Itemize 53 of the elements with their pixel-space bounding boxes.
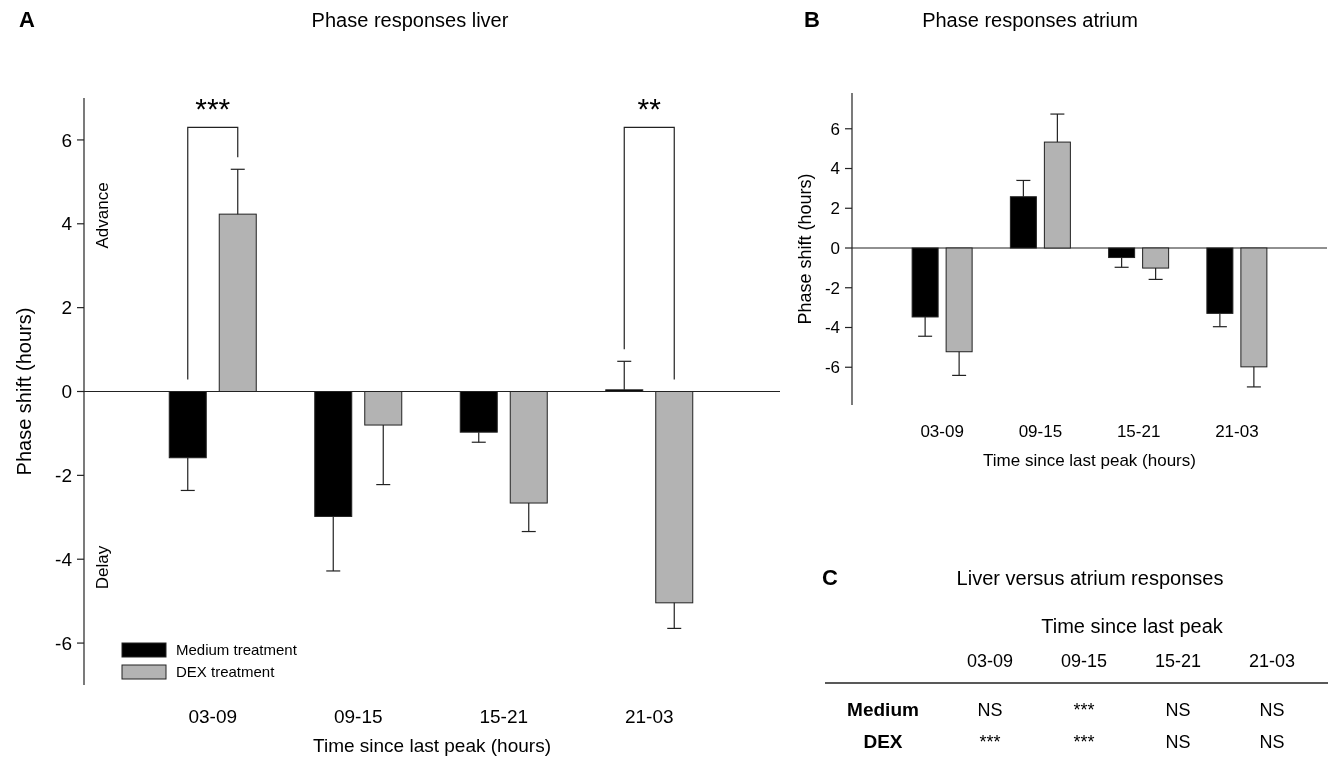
y-tick-label: -6 — [824, 358, 840, 378]
category-label: DEX — [863, 731, 903, 752]
annotation: *** — [195, 92, 231, 126]
x-tick-label: 03-09 — [920, 422, 964, 441]
y-tick-label: -2 — [55, 465, 72, 487]
annotation: Delay — [93, 545, 112, 590]
text: *** — [1073, 732, 1095, 752]
chart-title: Phase responses liver — [311, 9, 509, 31]
y-axis-title: Phase shift (hours) — [795, 173, 816, 325]
text: NS — [1165, 732, 1191, 752]
annotation: ** — [637, 92, 662, 126]
text: NS — [1259, 700, 1285, 720]
y-tick-label: 4 — [830, 159, 840, 179]
x-tick-label: 15-21 — [479, 706, 529, 727]
y-tick-label: 6 — [61, 129, 72, 151]
category-label: 15-21 — [1154, 651, 1202, 671]
x-tick-label: 09-15 — [333, 706, 383, 727]
text: NS — [1165, 700, 1191, 720]
legend-label: DEX treatment — [176, 663, 276, 681]
x-tick-label: 03-09 — [188, 706, 238, 727]
x-axis-title: Time since last peak (hours) — [313, 735, 551, 756]
text: NS — [977, 700, 1003, 720]
y-tick-label: 6 — [830, 119, 840, 139]
annotation: Advance — [93, 182, 112, 249]
text: NS — [1259, 732, 1285, 752]
text: C — [822, 565, 839, 590]
legend-label: Medium treatment — [176, 641, 298, 659]
y-tick-label: 2 — [830, 199, 840, 219]
text: Liver versus atrium responses — [956, 567, 1224, 589]
y-tick-label: -4 — [824, 318, 840, 338]
category-label: 09-15 — [1060, 651, 1108, 671]
category-label: 21-03 — [1248, 651, 1296, 671]
text: Time since last peak — [1041, 615, 1224, 637]
x-tick-label: 21-03 — [1215, 422, 1259, 441]
y-tick-label: 4 — [61, 213, 73, 235]
text: *** — [1073, 700, 1095, 720]
category-label: Medium — [847, 699, 919, 720]
text: A — [19, 7, 36, 32]
y-axis-title: Phase shift (hours) — [13, 307, 35, 476]
y-tick-label: 2 — [61, 297, 72, 319]
y-tick-label: -6 — [55, 632, 72, 654]
chart-title: Phase responses atrium — [922, 9, 1138, 31]
x-axis-title: Time since last peak (hours) — [983, 451, 1196, 470]
y-tick-label: 0 — [61, 381, 72, 403]
category-label: 03-09 — [966, 651, 1014, 671]
text: *** — [979, 732, 1001, 752]
x-tick-label: 21-03 — [624, 706, 674, 727]
x-tick-label: 09-15 — [1018, 422, 1063, 441]
text: B — [804, 7, 820, 32]
y-tick-label: 0 — [830, 238, 840, 258]
y-tick-label: -4 — [55, 548, 73, 570]
x-tick-label: 15-21 — [1116, 422, 1161, 441]
y-tick-label: -2 — [824, 278, 840, 298]
